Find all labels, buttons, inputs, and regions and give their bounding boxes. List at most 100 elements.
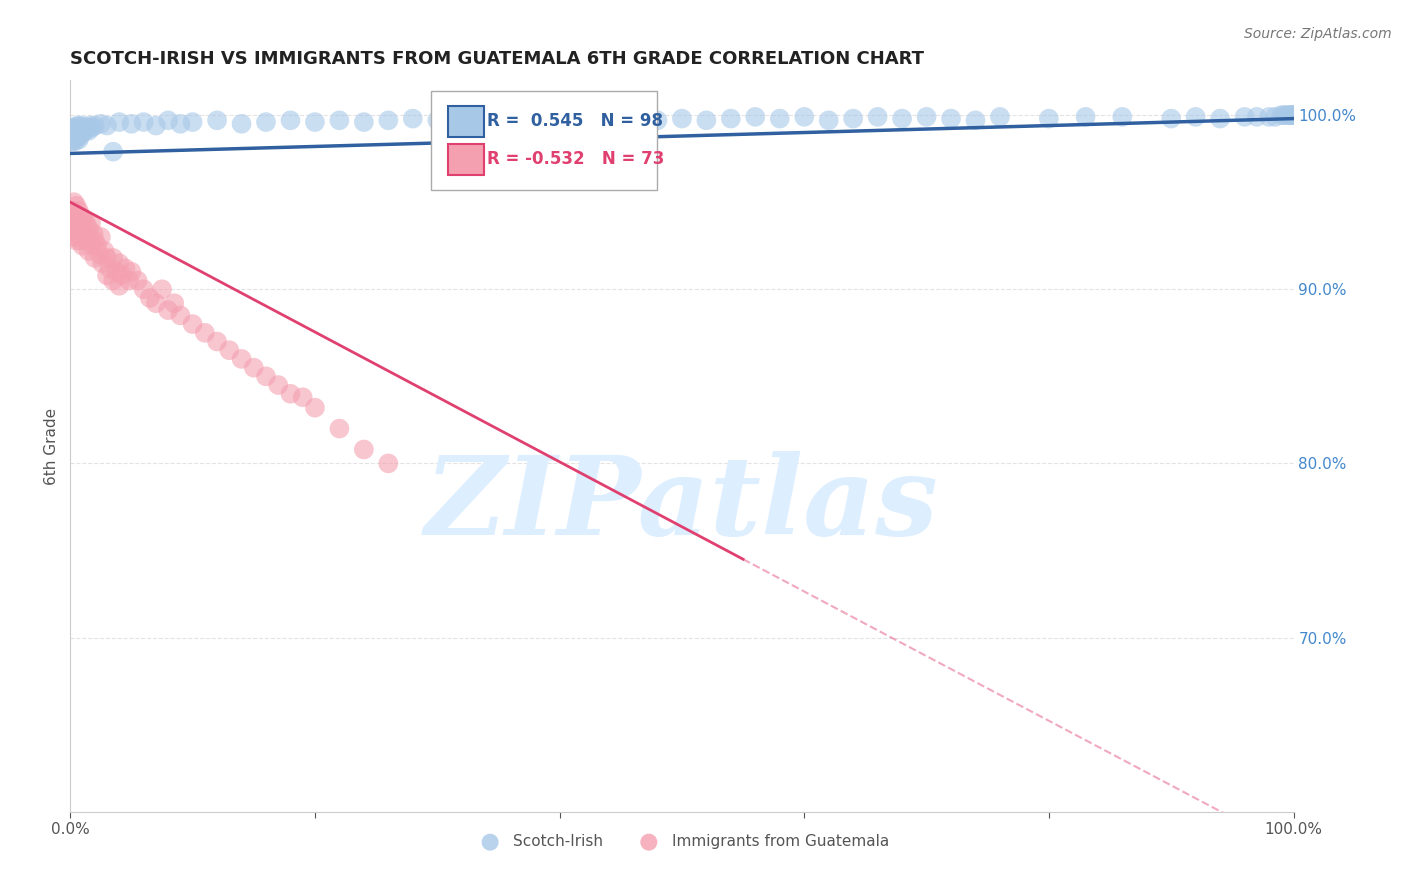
Point bbox=[169, 117, 191, 131]
Point bbox=[1272, 108, 1295, 122]
Point bbox=[267, 378, 290, 392]
Point bbox=[66, 227, 89, 241]
Point bbox=[73, 124, 96, 138]
Point bbox=[132, 282, 155, 296]
Point bbox=[866, 110, 889, 124]
Point bbox=[96, 251, 118, 265]
Point bbox=[111, 268, 134, 283]
Point bbox=[72, 238, 94, 252]
Point bbox=[891, 112, 914, 126]
Point bbox=[65, 234, 87, 248]
Point bbox=[353, 115, 375, 129]
Point bbox=[63, 128, 86, 143]
Point bbox=[817, 113, 839, 128]
Point bbox=[1278, 108, 1301, 122]
Point bbox=[402, 112, 425, 126]
Point bbox=[63, 209, 86, 223]
Point bbox=[304, 401, 326, 415]
Text: SCOTCH-IRISH VS IMMIGRANTS FROM GUATEMALA 6TH GRADE CORRELATION CHART: SCOTCH-IRISH VS IMMIGRANTS FROM GUATEMAL… bbox=[70, 50, 924, 68]
Point bbox=[67, 126, 90, 140]
Point bbox=[101, 145, 124, 159]
Point bbox=[70, 209, 93, 223]
Point bbox=[157, 303, 180, 318]
Point bbox=[205, 334, 228, 349]
Point bbox=[231, 351, 253, 366]
Point bbox=[1111, 110, 1133, 124]
Point bbox=[965, 113, 987, 128]
Point bbox=[1264, 110, 1286, 124]
Text: Source: ZipAtlas.com: Source: ZipAtlas.com bbox=[1244, 27, 1392, 41]
Point bbox=[73, 212, 96, 227]
Point bbox=[139, 291, 162, 305]
Point bbox=[1282, 108, 1305, 122]
Point bbox=[63, 216, 86, 230]
Text: R =  0.545   N = 98: R = 0.545 N = 98 bbox=[488, 112, 664, 129]
Point bbox=[93, 244, 115, 258]
Point bbox=[1184, 110, 1206, 124]
Point bbox=[328, 421, 350, 435]
Point bbox=[69, 122, 91, 136]
Point bbox=[63, 225, 86, 239]
Point bbox=[744, 110, 766, 124]
Point bbox=[70, 230, 93, 244]
Point bbox=[75, 216, 97, 230]
Point bbox=[91, 256, 114, 270]
Point bbox=[1275, 108, 1298, 122]
Point bbox=[377, 457, 399, 471]
Point bbox=[60, 126, 83, 140]
Point bbox=[988, 110, 1011, 124]
Legend: Scotch-Irish, Immigrants from Guatemala: Scotch-Irish, Immigrants from Guatemala bbox=[468, 828, 896, 855]
Point bbox=[218, 343, 240, 358]
Point bbox=[63, 126, 86, 140]
FancyBboxPatch shape bbox=[432, 91, 658, 190]
Point bbox=[65, 120, 87, 135]
Point bbox=[181, 317, 204, 331]
Point bbox=[304, 115, 326, 129]
Point bbox=[98, 261, 121, 276]
Point bbox=[69, 128, 91, 143]
Point bbox=[73, 227, 96, 241]
Point bbox=[66, 212, 89, 227]
Point bbox=[1282, 108, 1305, 122]
Point bbox=[475, 112, 498, 126]
Point bbox=[75, 120, 97, 135]
Point bbox=[90, 230, 112, 244]
Point bbox=[62, 221, 84, 235]
Point bbox=[548, 113, 571, 128]
Point bbox=[280, 386, 302, 401]
Point bbox=[1281, 108, 1303, 122]
Point bbox=[63, 134, 86, 148]
Point bbox=[73, 122, 96, 136]
Point bbox=[169, 309, 191, 323]
Point bbox=[524, 112, 547, 126]
Point bbox=[60, 134, 83, 148]
Point bbox=[96, 119, 118, 133]
Point bbox=[1209, 112, 1232, 126]
Point bbox=[377, 113, 399, 128]
Point bbox=[118, 274, 141, 288]
Point bbox=[1258, 110, 1281, 124]
Point bbox=[69, 216, 91, 230]
FancyBboxPatch shape bbox=[449, 106, 484, 136]
Point bbox=[86, 238, 108, 252]
Point bbox=[66, 119, 89, 133]
Point bbox=[62, 203, 84, 218]
Point bbox=[1038, 112, 1060, 126]
Point bbox=[65, 130, 87, 145]
Point bbox=[60, 122, 83, 136]
Point bbox=[96, 268, 118, 283]
Point bbox=[77, 244, 100, 258]
Point bbox=[231, 117, 253, 131]
Point bbox=[76, 234, 98, 248]
Y-axis label: 6th Grade: 6th Grade bbox=[44, 408, 59, 484]
Point bbox=[793, 110, 815, 124]
Point bbox=[1279, 108, 1302, 122]
Point bbox=[66, 128, 89, 143]
Point bbox=[572, 112, 595, 126]
Point bbox=[82, 238, 104, 252]
Point bbox=[499, 119, 522, 133]
Point bbox=[842, 112, 865, 126]
Point bbox=[70, 119, 93, 133]
Point bbox=[72, 219, 94, 234]
Point bbox=[353, 442, 375, 457]
